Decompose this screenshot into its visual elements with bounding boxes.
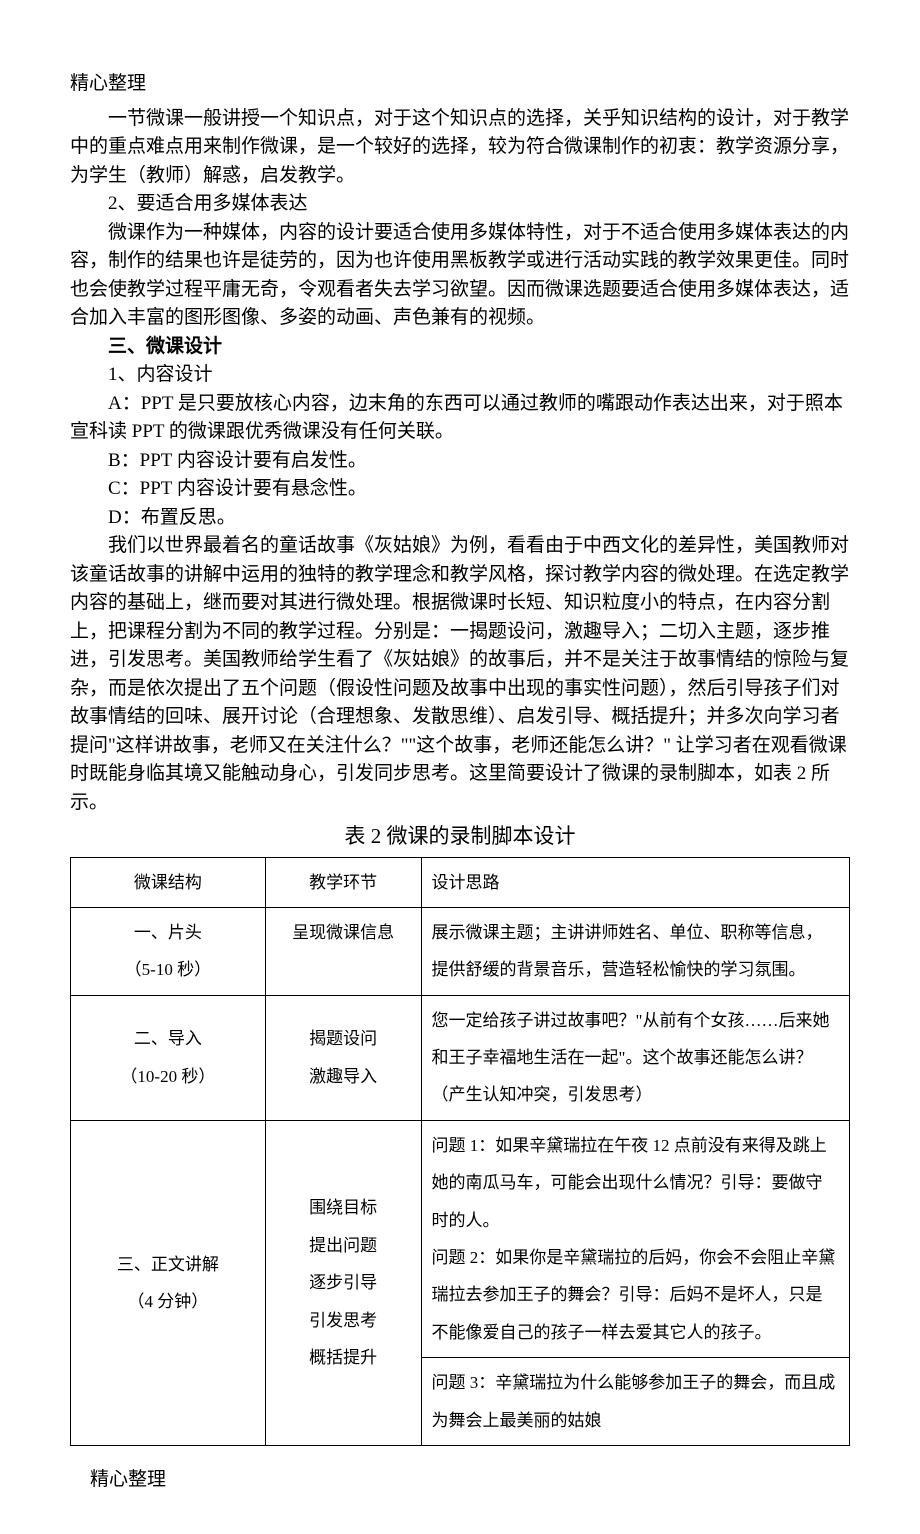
table-header-row: 微课结构 教学环节 设计思路	[71, 857, 850, 907]
paragraph-9: 我们以世界最着名的童话故事《灰姑娘》为例，看看由于中西文化的差异性，美国教师对该…	[70, 532, 850, 817]
script-design-table: 微课结构 教学环节 设计思路 一、片头（5-10 秒） 呈现微课信息 展示微课主…	[70, 857, 850, 1446]
table-cell: 一、片头（5-10 秒）	[71, 907, 266, 995]
paragraph-4: 1、内容设计	[70, 361, 850, 390]
paragraph-5: A：PPT 是只要放核心内容，边末角的东西可以通过教师的嘴跟动作表达出来，对于照…	[70, 390, 850, 447]
page-header: 精心整理	[70, 70, 850, 99]
table-cell: 三、正文讲解（4 分钟）	[71, 1120, 266, 1445]
paragraph-8: D：布置反思。	[70, 504, 850, 533]
table-cell: 呈现微课信息	[265, 907, 421, 995]
table-cell: 围绕目标提出问题逐步引导引发思考概括提升	[265, 1120, 421, 1445]
table-cell: 二、导入（10-20 秒）	[71, 995, 266, 1120]
table-row: 一、片头（5-10 秒） 呈现微课信息 展示微课主题；主讲讲师姓名、单位、职称等…	[71, 907, 850, 995]
table-header-3: 设计思路	[421, 857, 849, 907]
table-title: 表 2 微课的录制脚本设计	[70, 821, 850, 853]
paragraph-2: 2、要适合用多媒体表达	[70, 190, 850, 219]
table-header-1: 微课结构	[71, 857, 266, 907]
table-row: 二、导入（10-20 秒） 揭题设问激趣导入 您一定给孩子讲过故事吧？"从前有个…	[71, 995, 850, 1120]
paragraph-7: C：PPT 内容设计要有悬念性。	[70, 475, 850, 504]
paragraph-1: 一节微课一般讲授一个知识点，对于这个知识点的选择，关乎知识结构的设计，对于教学中…	[70, 105, 850, 191]
table-cell: 展示微课主题；主讲讲师姓名、单位、职称等信息，提供舒缓的背景音乐，营造轻松愉快的…	[421, 907, 849, 995]
table-cell: 您一定给孩子讲过故事吧？"从前有个女孩……后来她和王子幸福地生活在一起"。这个故…	[421, 995, 849, 1120]
document-page: 精心整理 一节微课一般讲授一个知识点，对于这个知识点的选择，关乎知识结构的设计，…	[0, 0, 920, 1534]
page-footer: 精心整理	[70, 1466, 850, 1495]
table-row: 三、正文讲解（4 分钟） 围绕目标提出问题逐步引导引发思考概括提升 问题 1：如…	[71, 1120, 850, 1357]
table-cell: 问题 1：如果辛黛瑞拉在午夜 12 点前没有来得及跳上她的南瓜马车，可能会出现什…	[421, 1120, 849, 1357]
table-header-2: 教学环节	[265, 857, 421, 907]
paragraph-6: B：PPT 内容设计要有启发性。	[70, 447, 850, 476]
heading-3: 三、微课设计	[70, 333, 850, 362]
table-cell: 问题 3：辛黛瑞拉为什么能够参加王子的舞会，而且成为舞会上最美丽的姑娘	[421, 1358, 849, 1446]
table-cell: 揭题设问激趣导入	[265, 995, 421, 1120]
paragraph-3: 微课作为一种媒体，内容的设计要适合使用多媒体特性，对于不适合使用多媒体表达的内容…	[70, 219, 850, 333]
